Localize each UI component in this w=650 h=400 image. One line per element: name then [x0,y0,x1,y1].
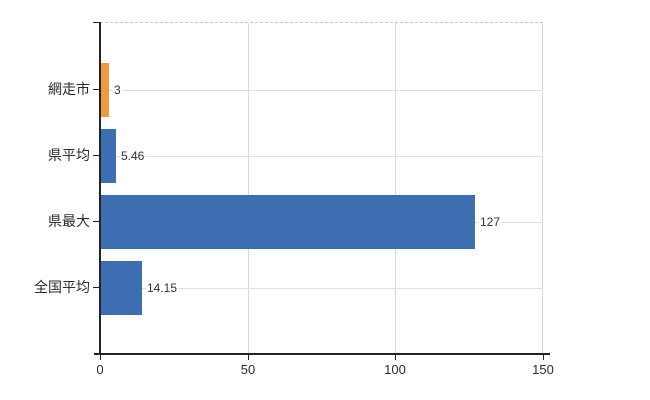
value-label: 5.46 [120,148,146,164]
x-tick-label: 0 [96,362,104,377]
category-tick [93,155,100,156]
bar [100,129,116,183]
category-tick [93,287,100,288]
h-gridline [100,288,543,289]
category-label: 県最大 [48,213,90,229]
category-tick [93,221,100,222]
value-label: 14.15 [146,280,179,296]
bar [100,63,109,117]
x-axis-tick [100,355,101,360]
bar [100,195,475,249]
x-axis-tick [395,355,396,360]
plot-area: 3 5.46 127 14.15 [100,22,543,354]
value-label: 3 [113,82,122,98]
v-gridline [248,23,249,354]
v-gridline [395,23,396,354]
x-tick-label: 100 [384,362,406,377]
x-tick-label: 150 [532,362,554,377]
axis-end-tick [93,22,100,23]
y-axis [99,22,101,354]
h-gridline [100,90,543,91]
category-tick [93,89,100,90]
value-label: 127 [479,214,502,230]
x-tick-label: 50 [240,362,256,377]
x-axis-tick [543,355,544,360]
x-axis-tick [248,355,249,360]
category-label: 網走市 [48,81,90,97]
bar [100,261,142,315]
v-gridline [542,23,543,354]
category-label: 全国平均 [34,279,90,295]
category-label: 県平均 [48,147,90,163]
h-gridline [100,156,543,157]
x-axis [94,353,550,355]
